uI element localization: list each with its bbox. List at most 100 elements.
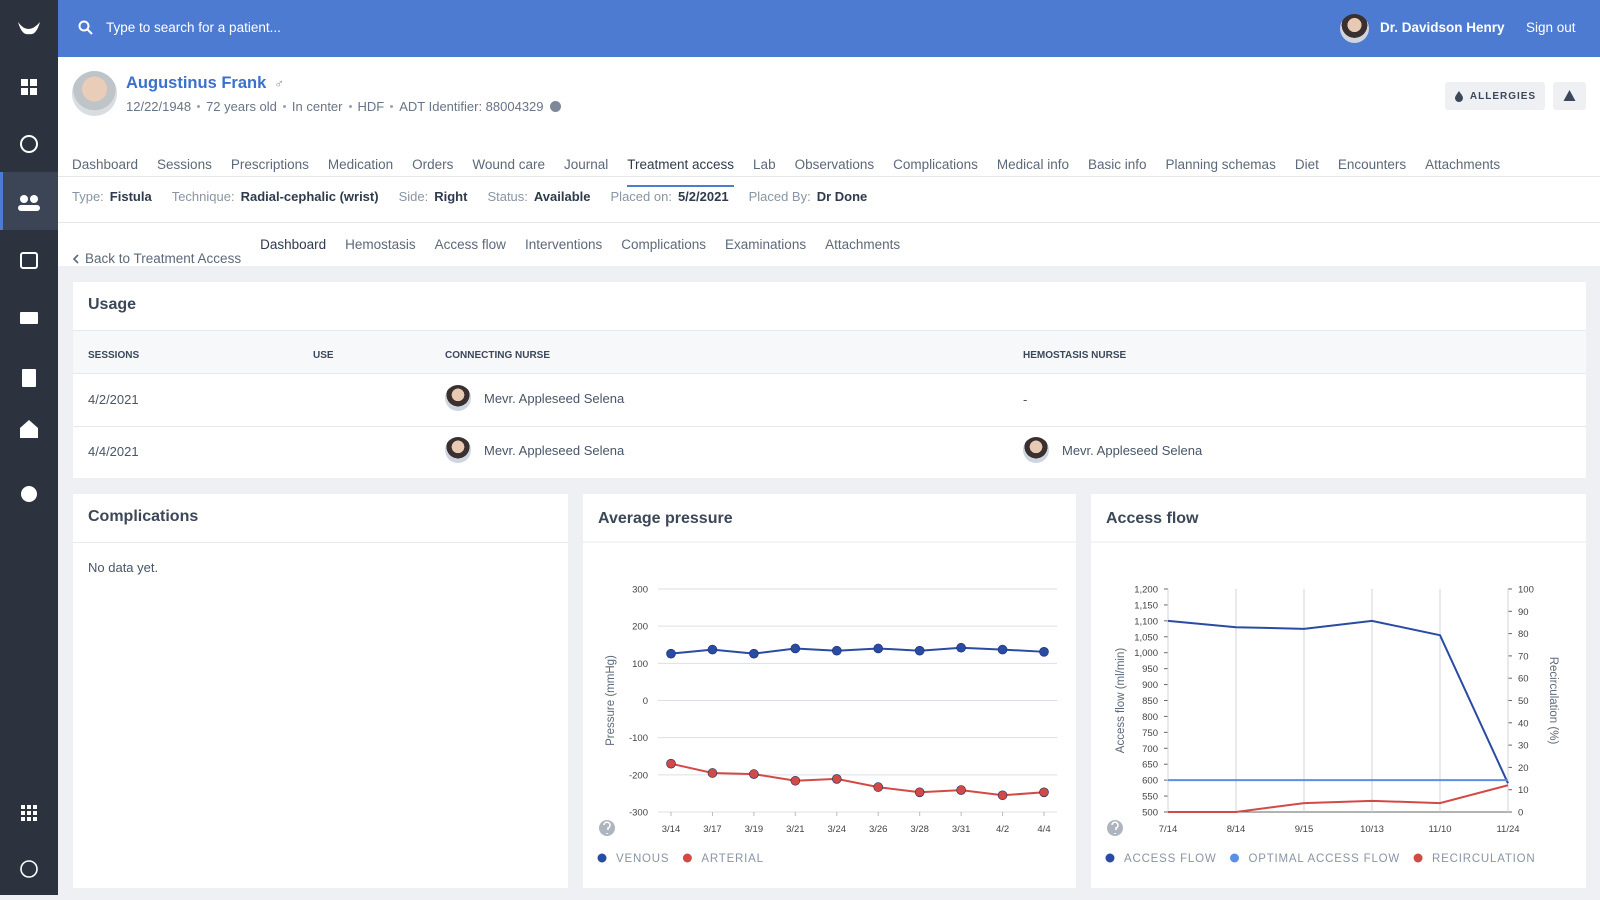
access-field: Placed By: Dr Done bbox=[749, 189, 868, 204]
x-tick-label: 3/26 bbox=[869, 824, 888, 835]
user-avatar bbox=[1340, 14, 1369, 43]
card-title: Complications bbox=[88, 508, 199, 525]
legend-swatch bbox=[597, 853, 607, 863]
search-input[interactable]: Type to search for a patient... bbox=[106, 20, 281, 35]
tab[interactable]: Medication bbox=[327, 157, 394, 172]
active-nav-bg bbox=[0, 172, 58, 230]
sub-tab[interactable]: Attachments bbox=[825, 237, 901, 252]
data-point bbox=[749, 648, 759, 659]
session-date: 4/4/2021 bbox=[88, 444, 139, 459]
sub-tab[interactable]: Hemostasis bbox=[345, 237, 416, 252]
y-tick-label: 0 bbox=[643, 696, 648, 707]
help-mark bbox=[603, 821, 611, 834]
patient-detail: HDF bbox=[357, 99, 385, 114]
sub-tab[interactable]: Interventions bbox=[524, 237, 603, 252]
access-label: Type: bbox=[72, 189, 104, 204]
nav-icons[interactable] bbox=[18, 79, 40, 878]
tab[interactable]: Sessions bbox=[157, 157, 212, 172]
data-point bbox=[707, 768, 718, 778]
tab[interactable]: Journal bbox=[563, 157, 609, 172]
y2-tick-label: 40 bbox=[1518, 718, 1529, 729]
sub-tab[interactable]: Complications bbox=[621, 237, 707, 252]
nurse-avatar bbox=[445, 385, 471, 411]
data-point bbox=[997, 644, 1008, 655]
tab[interactable]: Dashboard bbox=[72, 157, 139, 172]
access-field: Placed on: 5/2/2021 bbox=[611, 189, 729, 204]
access-value: Right bbox=[434, 189, 468, 204]
access-value: Available bbox=[533, 189, 591, 204]
legend-swatch bbox=[682, 853, 692, 863]
access-value: 5/2/2021 bbox=[677, 189, 729, 204]
tab[interactable]: Observations bbox=[794, 157, 875, 172]
access-field: Side: Right bbox=[399, 189, 468, 204]
help-mark bbox=[1111, 821, 1119, 834]
tab[interactable]: Attachments bbox=[1425, 157, 1501, 172]
help-icon bbox=[1107, 820, 1123, 836]
row-divider bbox=[73, 426, 1586, 427]
legend-label: RECIRCULATION bbox=[1432, 853, 1535, 865]
patient-name[interactable]: Augustinus Frank bbox=[126, 74, 267, 92]
sub-tabs: Back to Treatment Access Dashboard Hemosta… bbox=[72, 223, 900, 296]
access-flow-chart: Access flow50055060065070075080085090095… bbox=[1091, 510, 1586, 865]
separator bbox=[348, 105, 352, 108]
y-tick-label: 650 bbox=[1142, 760, 1158, 771]
divider bbox=[73, 542, 568, 543]
divider bbox=[58, 222, 1600, 223]
separator bbox=[197, 105, 201, 108]
back-arrow bbox=[72, 254, 79, 264]
access-value: Dr Done bbox=[816, 189, 868, 204]
access-field: Status: Available bbox=[487, 189, 590, 204]
tab[interactable]: Diet bbox=[1294, 157, 1319, 172]
patient-detail: 12/22/1948 bbox=[126, 99, 192, 114]
x-tick-label: 3/17 bbox=[703, 824, 722, 835]
alert-button[interactable] bbox=[1553, 82, 1586, 110]
tab[interactable]: Medical info bbox=[996, 157, 1069, 172]
series-line bbox=[670, 646, 1045, 655]
back-label: Back to Treatment Access bbox=[85, 251, 242, 266]
access-info: Type: Fistula Technique: Radial-cephalic (w… bbox=[72, 189, 867, 204]
help-icon bbox=[599, 820, 615, 836]
sub-tab[interactable]: Access flow bbox=[434, 237, 506, 252]
tab[interactable]: Basic info bbox=[1087, 157, 1147, 172]
x-tick-label: 3/24 bbox=[828, 824, 847, 835]
tab[interactable]: Prescriptions bbox=[230, 157, 309, 172]
user-name[interactable]: Dr. Davidson Henry bbox=[1380, 20, 1505, 35]
y-tick-label: -300 bbox=[629, 808, 648, 819]
sign-out[interactable]: Sign out bbox=[1526, 20, 1576, 35]
back-link[interactable]: Back to Treatment Access bbox=[72, 223, 241, 296]
data-point bbox=[666, 648, 676, 659]
y-tick-label: 1,050 bbox=[1134, 632, 1158, 643]
data-point bbox=[707, 644, 718, 655]
y-tick-label: 850 bbox=[1142, 696, 1158, 707]
tab[interactable]: Encounters bbox=[1337, 157, 1407, 172]
y2-tick-label: 80 bbox=[1518, 629, 1529, 640]
data-point bbox=[831, 645, 842, 656]
data-point bbox=[790, 643, 801, 654]
x-tick-label: 7/14 bbox=[1159, 824, 1178, 835]
nurse-name: - bbox=[1023, 392, 1028, 407]
allergies-button[interactable]: ALLERGIES bbox=[1445, 82, 1545, 110]
x-tick-label: 8/14 bbox=[1227, 824, 1246, 835]
sub-tab[interactable]: Examinations bbox=[725, 237, 807, 252]
patient-detail: In center bbox=[291, 99, 343, 114]
y2-tick-label: 90 bbox=[1518, 607, 1529, 618]
tab[interactable]: Lab bbox=[753, 157, 776, 172]
patient-avatar bbox=[72, 71, 117, 116]
nurse-name: Mevr. Appleseed Selena bbox=[1062, 443, 1203, 458]
tab[interactable]: Complications bbox=[893, 157, 978, 172]
patient-detail: ADT Identifier: 88004329 bbox=[399, 99, 544, 114]
nurse-name: Mevr. Appleseed Selena bbox=[484, 391, 625, 406]
y2-tick-label: 10 bbox=[1518, 785, 1529, 796]
tab[interactable]: Treatment access bbox=[627, 143, 735, 187]
y-tick-label: -200 bbox=[629, 770, 648, 781]
data-point bbox=[831, 774, 842, 784]
column-header: USE bbox=[313, 350, 334, 361]
tab[interactable]: Planning schemas bbox=[1165, 157, 1276, 172]
y-tick-label: 1,150 bbox=[1134, 600, 1158, 611]
x-tick-label: 4/4 bbox=[1037, 824, 1050, 835]
y-axis-title: Pressure (mmHg) bbox=[605, 655, 617, 746]
tab[interactable]: Wound care bbox=[472, 157, 545, 172]
tab[interactable]: Orders bbox=[412, 157, 454, 172]
allergies-label: ALLERGIES bbox=[1469, 90, 1537, 102]
sidebar bbox=[0, 0, 58, 895]
